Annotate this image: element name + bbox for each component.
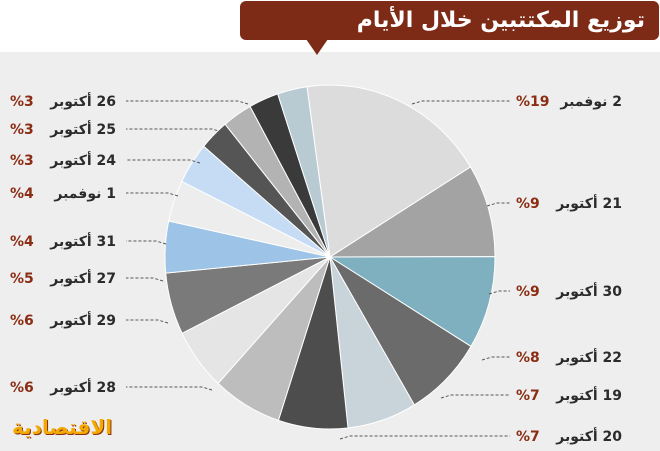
leader-line <box>126 159 201 164</box>
slice-date-label: 24 أكتوبر <box>49 151 116 169</box>
slice-date-label: 20 أكتوبر <box>555 427 622 445</box>
slice-date-label: 22 أكتوبر <box>555 348 622 366</box>
leader-line <box>126 128 223 133</box>
title-banner-pointer <box>306 39 328 55</box>
leader-line <box>481 356 510 361</box>
slice-percent-label: %3 <box>10 94 34 110</box>
brand-logo: الاقتصادية <box>12 415 113 439</box>
leader-line <box>339 435 510 440</box>
slice-date-label: 30 أكتوبر <box>555 282 622 300</box>
slice-date-label: 1 نوفمبر <box>53 186 116 202</box>
leader-line <box>411 100 510 105</box>
slice-date-label: 26 أكتوبر <box>49 92 116 110</box>
slice-percent-label: %6 <box>10 313 34 329</box>
slice-percent-label: %7 <box>516 388 540 404</box>
leader-line <box>440 394 510 399</box>
slice-percent-label: %4 <box>10 234 34 250</box>
slice-percent-label: %5 <box>10 271 34 287</box>
slice-percent-label: %19 <box>516 94 550 110</box>
slice-date-label: 19 أكتوبر <box>555 386 622 404</box>
slice-date-label: 21 أكتوبر <box>555 194 622 212</box>
pie-slice <box>328 166 496 258</box>
chart-title: توزيع المكتتبين خلال الأيام <box>356 8 645 33</box>
slice-date-label: 31 أكتوبر <box>49 232 116 250</box>
leader-line <box>126 240 167 245</box>
slice-date-label: 29 أكتوبر <box>49 311 116 329</box>
slice-percent-label: %8 <box>516 350 540 366</box>
pie-slice <box>328 256 496 348</box>
slice-date-label: 25 أكتوبر <box>49 120 116 138</box>
slice-percent-label: %3 <box>10 153 34 169</box>
pie-slice <box>306 84 472 258</box>
slice-date-label: 27 أكتوبر <box>49 269 116 287</box>
slice-percent-label: %9 <box>516 196 540 212</box>
slice-percent-label: %7 <box>516 429 540 445</box>
leader-line <box>126 100 249 105</box>
slice-percent-label: %6 <box>10 380 34 396</box>
leader-line <box>486 202 510 207</box>
pie-slice <box>277 86 331 258</box>
leader-line <box>126 277 164 282</box>
leader-line <box>126 386 213 391</box>
leader-line <box>126 192 179 197</box>
slice-percent-label: %9 <box>516 284 540 300</box>
leader-line <box>126 319 169 324</box>
slice-labels: 2 نوفمبر %19 21 أكتوبر %9 30 أكتوبر %9 22 أكتو… <box>10 92 622 445</box>
leader-line <box>488 290 510 295</box>
pie-slices <box>164 84 496 430</box>
slice-date-label: 2 نوفمبر <box>559 94 622 110</box>
leader-lines <box>126 100 510 440</box>
title-banner <box>240 1 659 40</box>
slice-date-label: 28 أكتوبر <box>49 378 116 396</box>
slice-percent-label: %4 <box>10 186 34 202</box>
slice-percent-label: %3 <box>10 122 34 138</box>
